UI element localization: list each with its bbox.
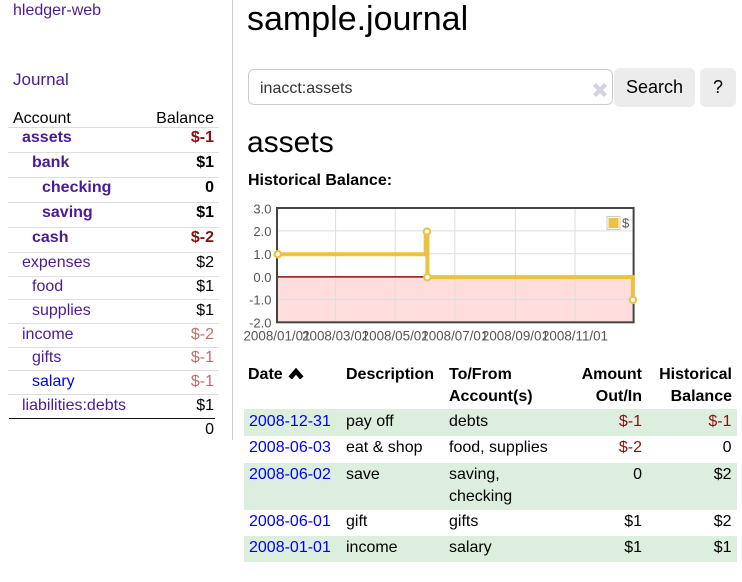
svg-text:-1.0: -1.0 <box>249 293 271 308</box>
svg-text:2008/07/01: 2008/07/01 <box>421 329 488 344</box>
svg-text:2008/09/01: 2008/09/01 <box>482 329 549 344</box>
svg-text:1.0: 1.0 <box>253 247 271 262</box>
svg-text:2008/03/01: 2008/03/01 <box>302 329 369 344</box>
svg-text:0.0: 0.0 <box>253 270 271 285</box>
svg-text:2.0: 2.0 <box>253 224 271 239</box>
svg-text:3.0: 3.0 <box>253 201 271 216</box>
svg-text:2008/01/01: 2008/01/01 <box>243 329 310 344</box>
svg-text:2008/05/01: 2008/05/01 <box>362 329 429 344</box>
svg-text:$: $ <box>622 216 630 231</box>
svg-text:-2.0: -2.0 <box>249 316 271 331</box>
svg-text:2008/11/01: 2008/11/01 <box>542 329 608 344</box>
